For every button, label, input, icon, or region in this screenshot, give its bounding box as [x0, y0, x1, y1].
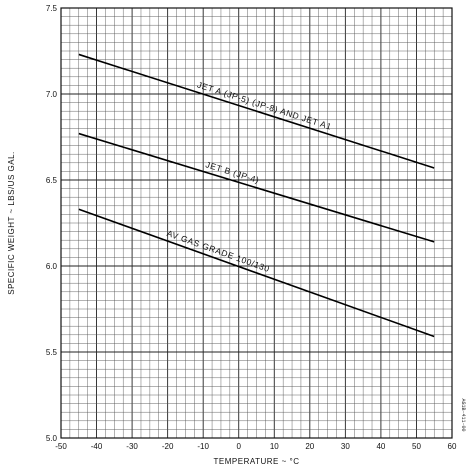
x-tick-label: 40 — [376, 442, 385, 451]
y-tick-labels: 5.0 5.5 6.0 6.5 7.0 7.5 — [46, 4, 58, 443]
x-tick-label: -10 — [197, 442, 209, 451]
x-tick-label: -30 — [126, 442, 138, 451]
series-label-3: AV GAS GRADE 100/130 — [166, 228, 272, 274]
x-tick-label: -20 — [162, 442, 174, 451]
plot-frame — [60, 7, 453, 439]
x-tick-label: 50 — [412, 442, 421, 451]
y-tick-label: 7.5 — [46, 4, 58, 13]
x-tick-label: 30 — [341, 442, 350, 451]
y-tick-label: 5.5 — [46, 348, 58, 357]
x-tick-label: 20 — [305, 442, 314, 451]
x-tick-label: -50 — [55, 442, 67, 451]
series-label-1: JET A (JP-5) (JP-8) AND JET A1 — [196, 79, 333, 131]
y-tick-label: 6.5 — [46, 176, 58, 185]
series-label-2: JET B (JP-4) — [204, 159, 260, 185]
series-lines — [78, 53, 435, 338]
x-axis-title: TEMPERATURE ~ °C — [214, 457, 300, 466]
grid — [60, 7, 453, 439]
y-tick-label: 5.0 — [46, 434, 58, 443]
series-line-3 — [78, 208, 435, 338]
y-tick-label: 6.0 — [46, 262, 58, 271]
x-tick-label: 60 — [448, 442, 457, 451]
x-tick-labels: -50 -40 -30 -20 -10 0 10 20 30 40 50 60 — [55, 442, 457, 451]
x-tick-label: 0 — [237, 442, 242, 451]
y-tick-label: 7.0 — [46, 90, 58, 99]
series-line-2 — [78, 132, 435, 243]
y-axis-title: SPECIFIC WEIGHT ~ LBS/US GAL. — [7, 151, 16, 295]
x-tick-label: 10 — [270, 442, 279, 451]
series-line-1 — [78, 53, 435, 169]
x-tick-label: -40 — [91, 442, 103, 451]
drawing-number-stamp: AG1B-411-00 — [460, 398, 466, 431]
